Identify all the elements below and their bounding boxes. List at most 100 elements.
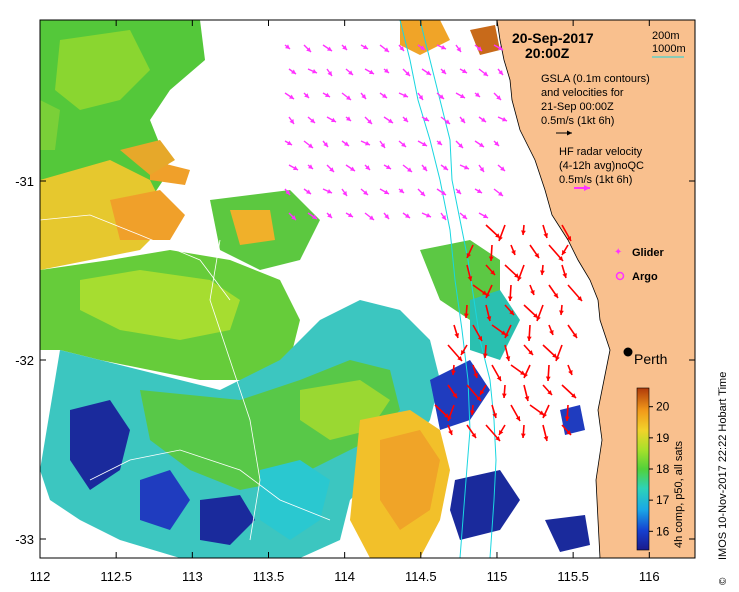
plot-area: Perth 20-Sep-2017 20:00Z 200m 1000m GSLA…	[40, 20, 695, 558]
hf-arrow	[288, 68, 297, 75]
hf-arrow	[398, 92, 409, 98]
hf-arrow	[341, 44, 348, 51]
hf-arrow	[474, 92, 481, 98]
hf-legend-line1: HF radar velocity	[559, 146, 643, 158]
time-label: 20:00Z	[525, 45, 570, 61]
colorbar-ticks: 16 17 18 19 20	[649, 400, 670, 538]
velocity-arrow	[559, 304, 564, 316]
hf-arrow	[383, 116, 394, 124]
hf-arrow	[493, 188, 504, 197]
hf-scale-arrow	[574, 185, 590, 191]
velocity-arrow	[545, 364, 551, 382]
velocity-arrow	[453, 324, 460, 339]
hf-arrow	[284, 44, 291, 50]
hf-arrow	[474, 140, 485, 148]
velocity-arrow	[498, 224, 506, 242]
x-tick-label: 115.5	[557, 569, 589, 584]
velocity-arrow	[542, 424, 549, 442]
velocity-arrow	[540, 264, 545, 276]
velocity-arrow	[567, 324, 578, 339]
velocity-arrow	[521, 224, 526, 236]
velocity-arrow	[510, 244, 516, 256]
velocity-arrow	[542, 224, 549, 239]
x-tick-label: 112	[30, 569, 51, 584]
hf-arrow	[478, 68, 489, 77]
hf-arrow	[307, 116, 316, 124]
gsla-legend-line3: 21-Sep 00:00Z	[541, 101, 614, 113]
hf-arrow	[478, 164, 485, 173]
hf-arrow	[326, 212, 333, 219]
velocity-arrow	[564, 404, 570, 422]
velocity-arrow	[529, 244, 540, 259]
hf-arrow	[364, 116, 373, 125]
y-tick-label: -31	[15, 174, 34, 189]
velocity-arrow	[536, 304, 544, 322]
velocity-arrow	[485, 264, 496, 276]
velocity-arrow	[523, 364, 531, 379]
hf-arrow	[455, 92, 466, 99]
hf-arrow	[417, 92, 424, 101]
velocity-arrow	[548, 244, 564, 262]
velocity-arrow	[447, 344, 463, 362]
hf-arrow	[440, 164, 449, 171]
contour-200m-label: 200m	[652, 30, 680, 42]
x-tick-label: 116	[639, 569, 660, 584]
velocity-arrow	[488, 244, 494, 262]
gsla-legend-line2: and velocities for	[541, 87, 624, 99]
velocity-arrow	[520, 424, 526, 439]
hf-arrow	[436, 140, 443, 146]
hf-arrow	[383, 212, 390, 220]
velocity-arrow	[548, 284, 559, 299]
hf-arrow	[341, 188, 348, 197]
plot-frame	[39, 19, 696, 559]
credit-text: IMOS 10-Nov-2017 22:22 Hobart Time	[717, 372, 729, 560]
velocity-arrow	[548, 324, 554, 336]
hf-arrow	[326, 164, 335, 173]
hf-arrow	[284, 188, 291, 196]
colorbar-tick-label: 18	[656, 462, 670, 476]
hf-arrow	[379, 44, 390, 53]
hf-arrow	[345, 68, 354, 76]
hf-arrow	[307, 212, 318, 220]
hf-arrow	[364, 68, 375, 75]
hf-arrow	[402, 212, 411, 219]
hf-arrow	[421, 68, 432, 76]
x-tick-label: 115	[487, 569, 508, 584]
velocity-arrow	[466, 264, 473, 282]
hf-arrow	[379, 188, 390, 195]
velocity-arrow	[470, 404, 475, 416]
colorbar	[636, 387, 650, 551]
hf-arrow	[402, 116, 409, 123]
velocity-arrow	[447, 424, 453, 436]
sst-field	[40, 20, 590, 558]
hf-arrow	[459, 212, 468, 220]
hf-arrow	[322, 188, 333, 194]
hf-arrow	[288, 164, 299, 171]
hf-arrow	[303, 92, 310, 99]
hf-arrow	[440, 68, 447, 75]
hf-arrow	[383, 164, 392, 170]
hf-arrow	[303, 140, 314, 149]
hf-arrow	[345, 164, 356, 172]
hf-arrow	[379, 140, 386, 149]
gsla-contour-1	[40, 214, 231, 301]
hf-arrow	[345, 212, 354, 218]
hf-arrow	[455, 44, 462, 53]
colorbar-tick-label: 20	[656, 400, 670, 414]
velocity-arrow	[504, 304, 515, 316]
hf-arrow	[478, 116, 487, 123]
contour-1000m	[399, 20, 471, 558]
glider-symbol: ✦	[614, 247, 622, 258]
gsla-scale-arrow	[556, 130, 572, 136]
velocity-arrow	[507, 284, 513, 302]
velocity-arrow	[561, 244, 569, 256]
x-tick-label: 112.5	[100, 569, 132, 584]
velocity-arrow	[482, 344, 488, 359]
hf-arrow	[326, 116, 337, 123]
hf-arrow	[421, 116, 430, 122]
hf-arrow	[440, 212, 447, 221]
hf-arrow	[303, 44, 312, 53]
velocity-arrow	[561, 384, 577, 399]
velocity-arrow	[501, 384, 507, 399]
velocity-arrow	[472, 364, 479, 379]
